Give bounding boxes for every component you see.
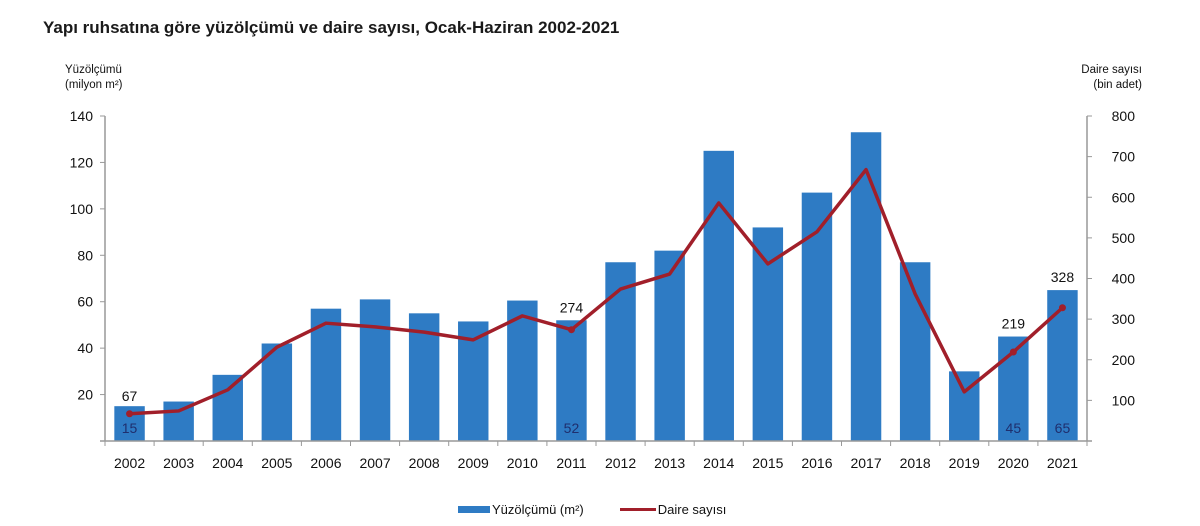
axes: 2002 2003 2004 2005 2006 2007 2008 2009 2010 2011… — [70, 108, 1136, 471]
line-marker — [567, 326, 575, 334]
bar-2011 — [556, 320, 587, 441]
x-tick-label: 2015 — [752, 455, 783, 471]
x-tick-label: 2005 — [261, 455, 292, 471]
line-marker — [1058, 304, 1066, 312]
left-tick-label: 100 — [70, 201, 94, 217]
data-labels: 67 15 274 52 219 45 328 65 — [122, 269, 1075, 436]
chart-title: Yapı ruhsatına göre yüzölçümü ve daire s… — [43, 18, 620, 37]
line-data-label: 328 — [1051, 269, 1075, 285]
right-axis-label-line2: (bin adet) — [1093, 79, 1142, 91]
right-axis-label-line1: Daire sayısı — [1081, 64, 1142, 76]
right-tick-label: 100 — [1112, 392, 1136, 408]
legend-line-swatch — [619, 508, 656, 511]
x-tick-label: 2014 — [703, 455, 734, 471]
bar-2010 — [507, 300, 538, 441]
line-marker — [126, 410, 134, 418]
right-axis-label: Daire sayısı (bin adet) — [1081, 63, 1142, 93]
line-series — [126, 167, 1066, 418]
x-tick-label: 2017 — [850, 455, 881, 471]
line-data-label: 274 — [560, 299, 584, 315]
x-tick-label: 2010 — [507, 455, 538, 471]
x-tick-label: 2007 — [359, 455, 390, 471]
x-tick-label: 2021 — [1047, 455, 1078, 471]
bar-2012 — [605, 262, 636, 441]
left-tick-label: 120 — [70, 154, 94, 170]
line-data-label: 219 — [1002, 316, 1026, 332]
x-tick-label: 2020 — [998, 455, 1029, 471]
x-tick-label: 2004 — [212, 455, 243, 471]
bar-series — [114, 132, 1078, 442]
bar-2016 — [801, 192, 833, 441]
left-tick-label: 20 — [77, 387, 93, 403]
left-tick-label: 40 — [77, 340, 93, 356]
bar-2013 — [654, 250, 685, 441]
x-tick-label: 2018 — [900, 455, 931, 471]
bar-data-label: 45 — [1006, 420, 1022, 436]
x-tick-label: 2009 — [458, 455, 489, 471]
right-tick-label: 700 — [1112, 149, 1136, 165]
legend: Yüzölçümü (m²) Daire sayısı — [458, 502, 726, 517]
right-tick-label: 600 — [1112, 189, 1136, 205]
line-marker — [1009, 348, 1017, 356]
x-tick-label: 2016 — [801, 455, 832, 471]
daire-sayisi-line — [129, 167, 1064, 416]
x-tick-label: 2011 — [556, 455, 586, 471]
bar-2015 — [752, 227, 784, 441]
right-tick-label: 300 — [1112, 311, 1136, 327]
left-tick-label: 80 — [77, 247, 93, 263]
left-tick-label: 140 — [70, 108, 94, 124]
bar-2018 — [899, 262, 931, 441]
bar-data-label: 65 — [1055, 420, 1071, 436]
bar-2017 — [850, 132, 882, 441]
bar-2006 — [310, 308, 342, 441]
legend-bar-label: Yüzölçümü (m²) — [492, 502, 584, 517]
bar-2005 — [261, 343, 293, 441]
right-tick-label: 500 — [1112, 230, 1136, 246]
bar-data-label: 15 — [122, 420, 138, 436]
left-tick-label: 60 — [77, 294, 93, 310]
bar-2014 — [703, 150, 734, 442]
left-axis-label-line2: (milyon m²) — [65, 79, 123, 91]
x-tick-label: 2013 — [654, 455, 685, 471]
x-tick-label: 2002 — [114, 455, 145, 471]
right-tick-label: 400 — [1112, 271, 1136, 287]
x-tick-label: 2008 — [409, 455, 440, 471]
x-tick-label: 2012 — [605, 455, 636, 471]
bar-2021 — [1047, 290, 1078, 441]
right-tick-label: 800 — [1112, 108, 1136, 124]
bar-2004 — [212, 374, 243, 441]
bar-2007 — [359, 299, 391, 441]
bar-data-label: 52 — [564, 420, 580, 436]
x-tick-label: 2003 — [163, 455, 194, 471]
x-tick-label: 2019 — [949, 455, 980, 471]
x-tick-label: 2006 — [310, 455, 341, 471]
right-tick-label: 200 — [1112, 352, 1136, 368]
left-axis-label-line1: Yüzölçümü — [65, 64, 122, 76]
legend-line-label: Daire sayısı — [657, 502, 727, 517]
line-data-label: 67 — [122, 388, 138, 404]
legend-bar-swatch — [458, 506, 490, 513]
left-axis-label: Yüzölçümü (milyon m²) — [65, 63, 123, 93]
